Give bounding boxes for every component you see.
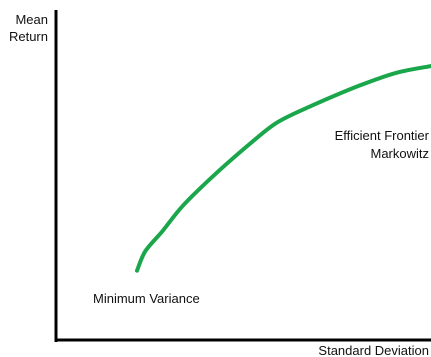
y-axis-label-line1: Mean <box>15 12 48 27</box>
x-axis-label: Standard Deviation <box>318 343 429 357</box>
efficient-frontier-curve <box>135 64 431 273</box>
frontier-label-line2: Markowitz <box>370 146 429 161</box>
y-axis-label-line2: Return <box>9 29 48 44</box>
min-variance-label: Minimum Variance <box>93 291 200 306</box>
frontier-label-line1: Efficient Frontier <box>335 128 430 143</box>
